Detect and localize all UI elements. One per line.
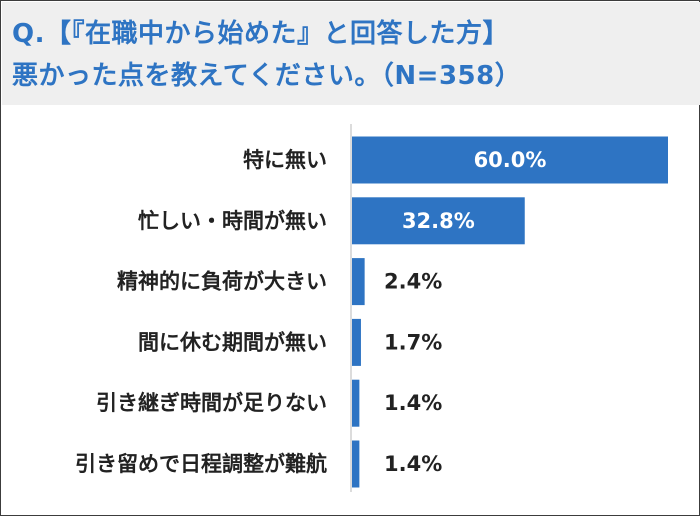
data-label: 1.4% (384, 452, 442, 476)
category-label: 引き留めで日程調整が難航 (75, 452, 327, 476)
data-label: 32.8% (402, 209, 475, 233)
data-label: 1.4% (384, 391, 442, 415)
data-label: 2.4% (384, 270, 442, 294)
data-label: 1.7% (384, 330, 442, 354)
bar (352, 258, 365, 306)
data-label: 60.0% (474, 148, 547, 172)
bar (352, 379, 360, 427)
bar (352, 197, 525, 245)
category-label: 引き継ぎ時間が足りない (96, 391, 327, 415)
category-label: 間に休む期間が無い (138, 330, 327, 354)
category-label: 特に無い (243, 148, 327, 172)
bar (352, 440, 360, 488)
chart-title-line-2: 悪かった点を教えてください。（N=358） (12, 61, 522, 91)
bar (352, 318, 361, 366)
category-label: 精神的に負荷が大きい (117, 270, 327, 294)
category-label: 忙しい・時間が無い (138, 209, 327, 233)
chart-header (2, 2, 700, 105)
chart-title-line-1: Q.【『在職中から始めた』と回答した方】 (12, 19, 509, 49)
bar (352, 136, 668, 184)
